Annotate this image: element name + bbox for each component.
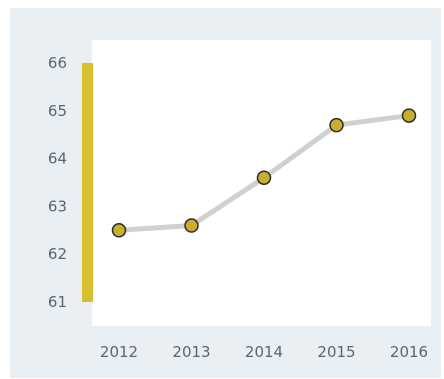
y-tick-label: 65 bbox=[48, 102, 67, 120]
x-tick-label: 2016 bbox=[390, 343, 428, 361]
x-tick-label: 2013 bbox=[172, 343, 210, 361]
y-tick-label: 61 bbox=[48, 293, 67, 311]
y-axis-ticks: 61 62 63 64 65 66 bbox=[48, 54, 67, 311]
x-axis-ticks: 2012 2013 2014 2015 2016 bbox=[100, 343, 428, 361]
y-tick-label: 66 bbox=[48, 54, 67, 72]
data-points bbox=[111, 108, 417, 238]
x-tick-label: 2015 bbox=[317, 343, 355, 361]
data-point bbox=[329, 117, 344, 133]
y-tick-label: 62 bbox=[48, 245, 67, 263]
y-tick-label: 63 bbox=[48, 197, 67, 215]
y-range-bar bbox=[82, 63, 93, 302]
x-tick-label: 2012 bbox=[100, 343, 138, 361]
y-tick-label: 64 bbox=[48, 150, 67, 168]
data-point bbox=[184, 218, 199, 233]
data-point bbox=[256, 170, 272, 185]
x-tick-label: 2014 bbox=[245, 343, 283, 361]
data-point bbox=[401, 108, 417, 123]
data-point bbox=[111, 223, 127, 238]
